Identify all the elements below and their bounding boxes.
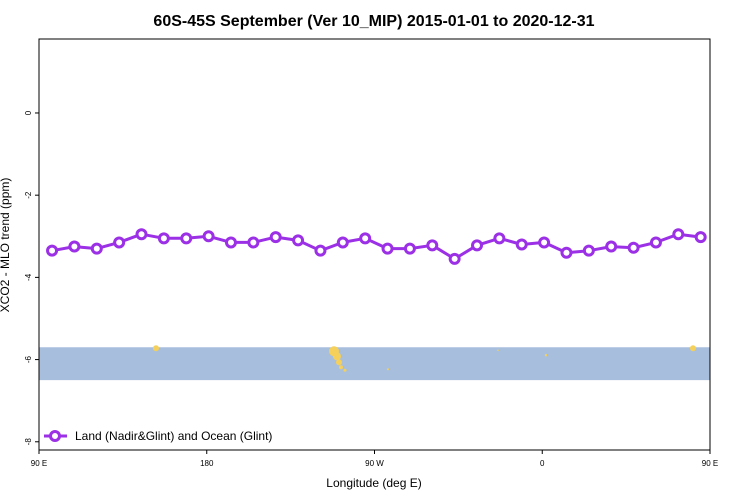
land-patch — [336, 359, 342, 366]
data-point — [493, 232, 506, 245]
data-point — [180, 232, 193, 245]
data-point — [694, 231, 707, 244]
data-point — [426, 239, 439, 252]
x-tick-label: 90 E — [702, 459, 718, 468]
y-axis-label: XCO2 - MLO trend (ppm) — [0, 178, 12, 313]
land-patch — [339, 365, 343, 370]
land-patch — [153, 345, 159, 352]
x-tick-label: 180 — [200, 459, 214, 468]
land-patch — [387, 368, 389, 371]
y-tick-label: -2 — [24, 191, 33, 199]
data-point — [314, 244, 327, 257]
land-patch — [497, 349, 499, 352]
data-point — [135, 228, 148, 241]
data-point — [627, 241, 640, 254]
series-layer — [46, 228, 707, 265]
land-patch — [333, 352, 341, 361]
data-point — [672, 228, 685, 241]
ocean-band — [39, 347, 710, 381]
y-tick-label: -8 — [24, 438, 33, 446]
data-point — [605, 240, 618, 253]
data-point — [560, 246, 573, 259]
data-point — [381, 242, 394, 255]
legend: Land (Nadir&Glint) and Ocean (Glint) — [44, 429, 272, 443]
y-axis: 0 -2 -4 -6 -8 — [24, 110, 39, 445]
y-tick-label: 0 — [24, 110, 33, 115]
data-point — [46, 244, 59, 257]
data-point — [113, 236, 126, 249]
x-tick-label: 90 W — [365, 459, 384, 468]
land-patch — [343, 368, 347, 372]
data-point — [90, 242, 103, 255]
data-point — [403, 242, 416, 255]
data-point — [202, 230, 215, 243]
data-point — [336, 236, 349, 249]
y-tick-label: -4 — [24, 273, 33, 281]
x-tick-label: 90 E — [31, 459, 47, 468]
x-tick-label: 0 — [540, 459, 545, 468]
data-point — [471, 239, 484, 252]
data-point — [292, 234, 305, 247]
data-point — [582, 244, 595, 257]
x-axis-label: Longitude (deg E) — [326, 476, 421, 490]
chart-title: 60S-45S September (Ver 10_MIP) 2015-01-0… — [153, 13, 594, 30]
series-line — [51, 232, 701, 261]
legend-label: Land (Nadir&Glint) and Ocean (Glint) — [75, 429, 272, 443]
data-point — [448, 252, 461, 265]
data-point — [224, 236, 237, 249]
data-point — [359, 232, 372, 245]
data-point — [538, 236, 551, 249]
data-point — [157, 232, 170, 245]
land-patch — [690, 345, 696, 352]
land-patch — [544, 354, 548, 357]
data-point — [247, 236, 260, 249]
data-point — [68, 240, 81, 253]
map-inset — [39, 345, 710, 381]
data-point — [515, 238, 528, 251]
data-point — [649, 236, 662, 249]
y-tick-label: -6 — [24, 355, 33, 363]
data-point — [269, 231, 282, 244]
legend-point-marker — [49, 430, 61, 442]
